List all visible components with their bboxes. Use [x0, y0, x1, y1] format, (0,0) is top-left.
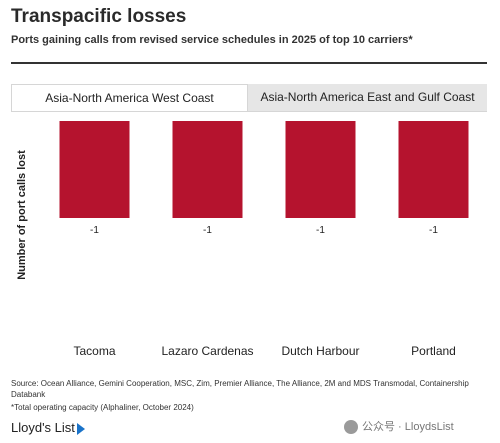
wechat-watermark: 公众号 · LloydsList — [344, 418, 454, 435]
category-label-0: Tacoma — [73, 344, 115, 358]
bar-chart: -1 Tacoma -1 Lazaro Cardenas -1 Dutch Harbour… — [59, 121, 469, 358]
logo-text: Lloyd's List — [11, 420, 75, 435]
category-label-2: Dutch Harbour — [281, 344, 359, 358]
bar-3[interactable] — [398, 121, 469, 218]
data-label-2: -1 — [316, 225, 325, 236]
category-label-1: Lazaro Cardenas — [161, 344, 253, 358]
wechat-icon — [344, 420, 358, 435]
chart-title: Transpacific losses — [11, 6, 187, 27]
tab-east-gulf-coast[interactable]: Asia-North America East and Gulf Coast — [248, 84, 487, 111]
data-label-3: -1 — [429, 225, 438, 236]
category-label-3: Portland — [411, 344, 456, 358]
data-label-1: -1 — [203, 225, 212, 236]
chart-subtitle: Ports gaining calls from revised service… — [11, 34, 413, 46]
tab-bar: Asia-North America West Coast Asia-North… — [11, 84, 487, 111]
title-divider — [11, 62, 487, 64]
watermark-text: 公众号 · LloydsList — [362, 421, 454, 433]
lloyds-list-logo: Lloyd's List — [11, 420, 85, 435]
data-label-0: -1 — [90, 225, 99, 236]
footnote: *Total operating capacity (Alphaliner, O… — [11, 403, 194, 412]
tab-underline — [11, 111, 487, 112]
bar-0[interactable] — [59, 121, 130, 218]
source-note: Source: Ocean Alliance, Gemini Cooperati… — [11, 379, 469, 399]
bar-2[interactable] — [285, 121, 356, 218]
logo-play-icon — [76, 422, 85, 435]
tab-west-coast[interactable]: Asia-North America West Coast — [11, 84, 248, 111]
bar-1[interactable] — [172, 121, 243, 218]
